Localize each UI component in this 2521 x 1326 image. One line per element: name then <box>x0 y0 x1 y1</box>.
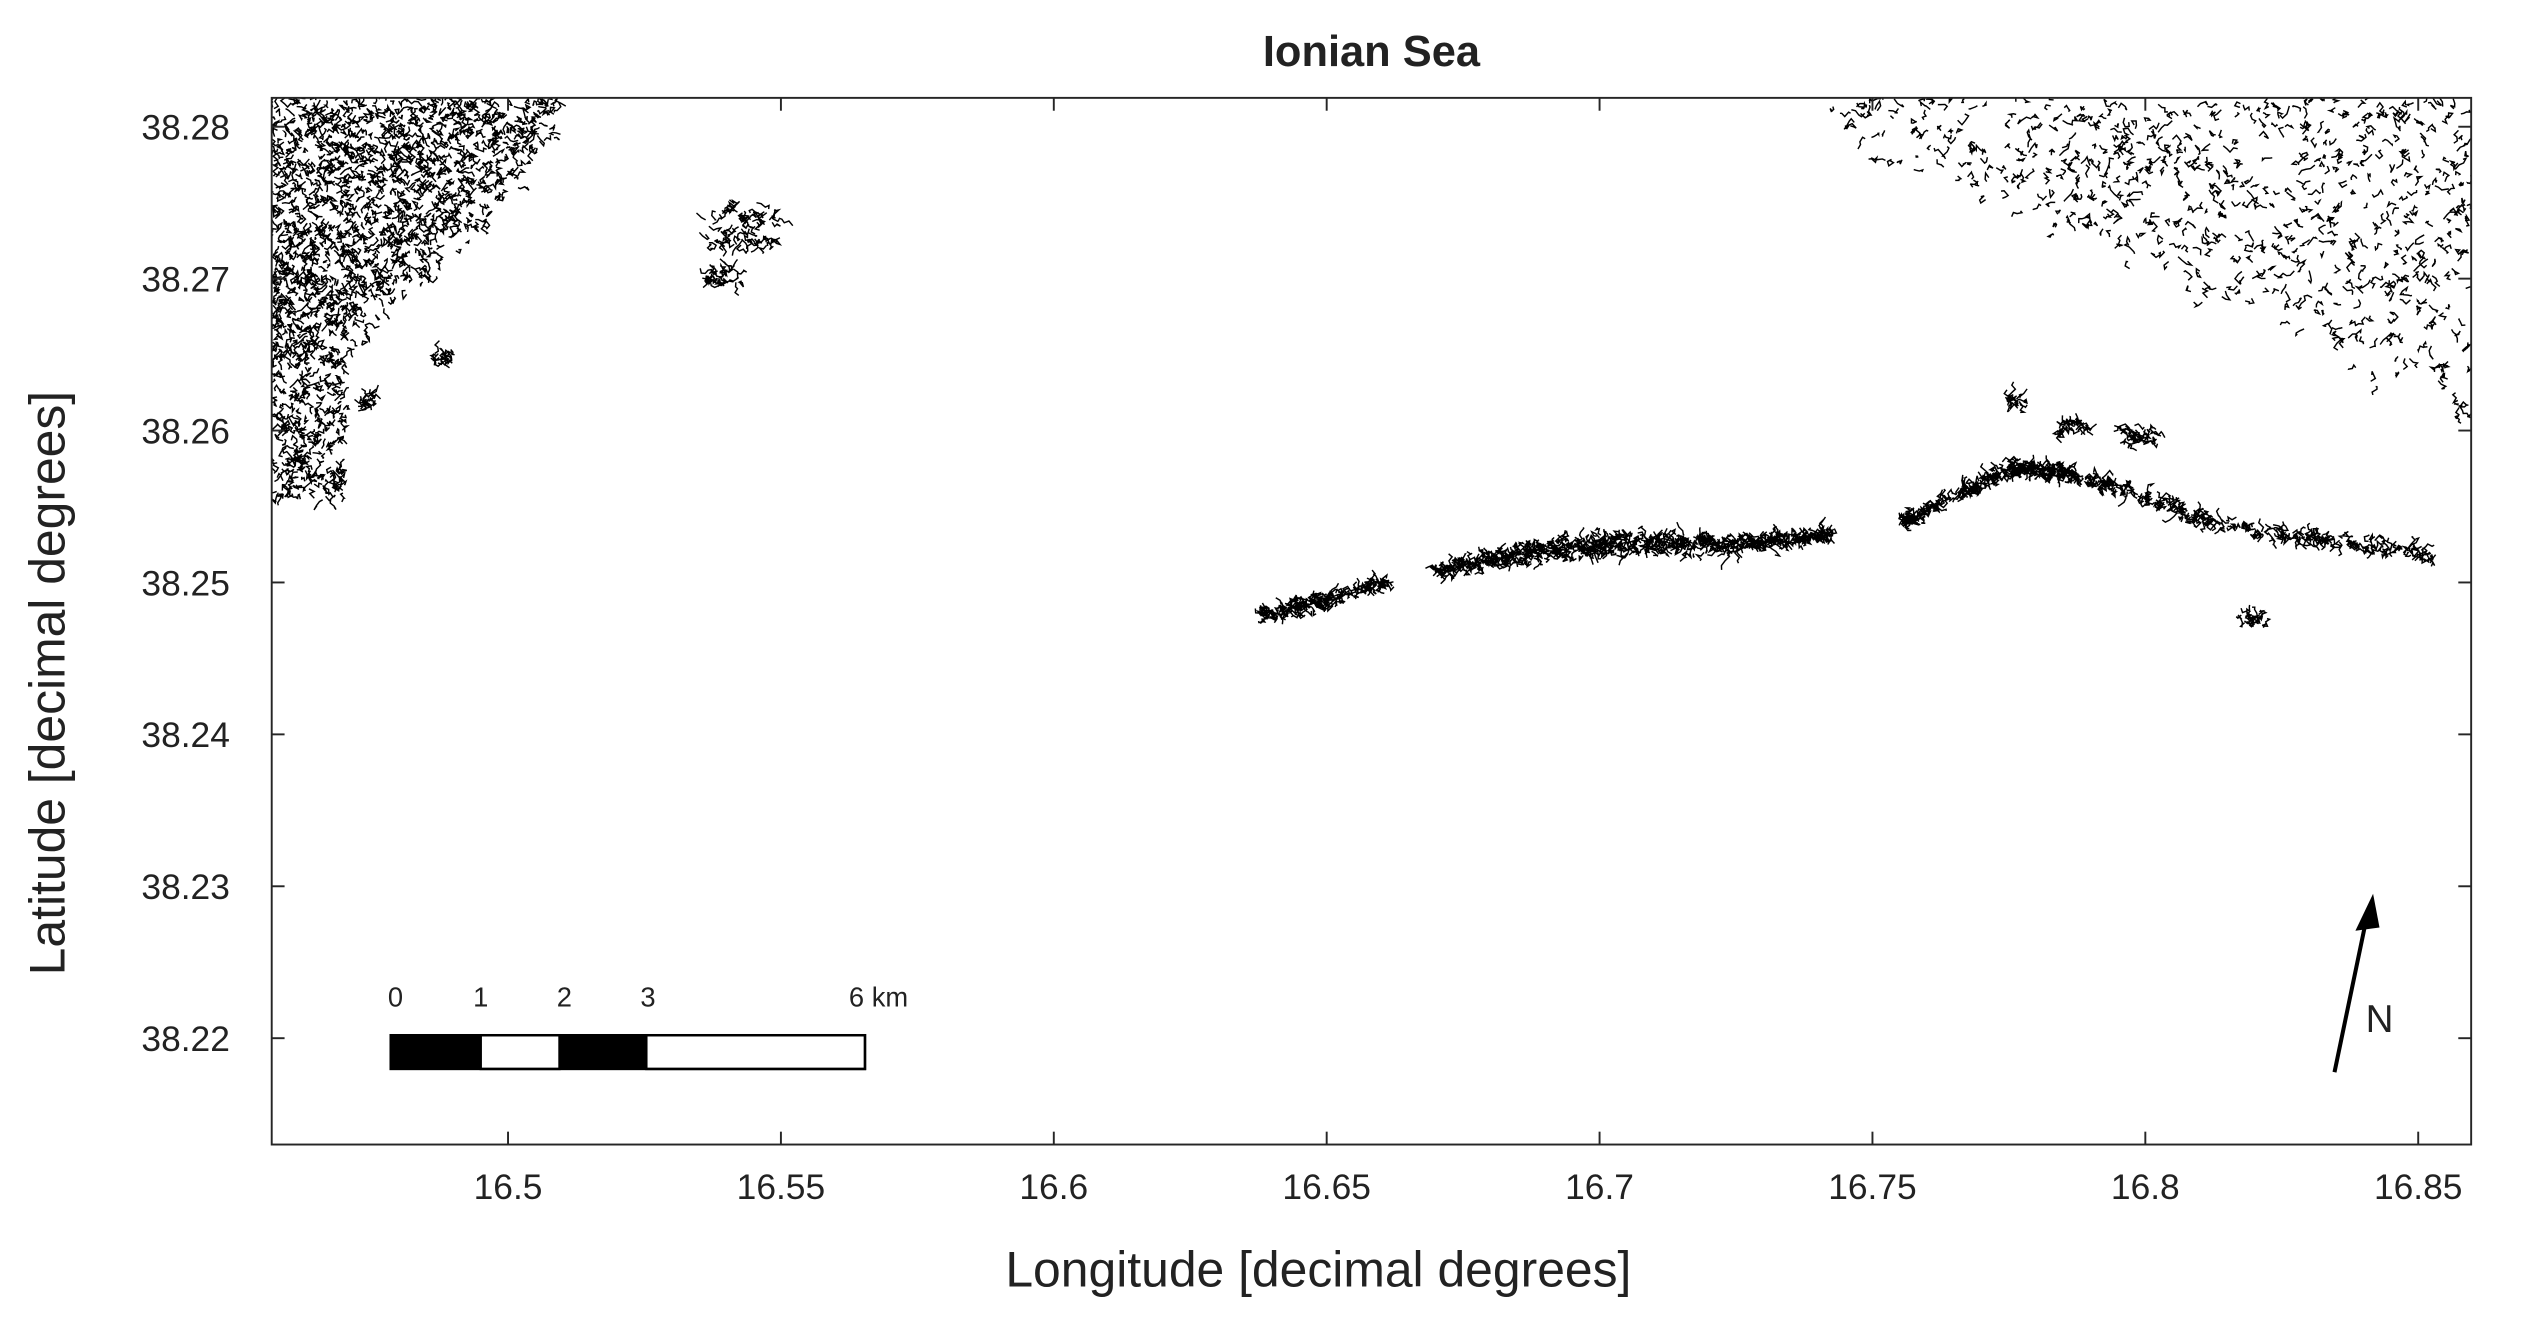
x-axis-label: Longitude [decimal degrees] <box>1005 1241 1631 1297</box>
x-tick-label: 16.7 <box>1565 1168 1634 1207</box>
slick-texture <box>2113 423 2166 452</box>
x-tick-label: 16.65 <box>1282 1168 1371 1207</box>
x-tick-label: 16.75 <box>1828 1168 1917 1207</box>
slick-texture <box>696 198 794 257</box>
slick-texture <box>271 346 355 511</box>
x-tick-label: 16.55 <box>737 1168 826 1207</box>
slick-texture <box>271 97 567 371</box>
x-tick-label: 16.6 <box>1019 1168 1088 1207</box>
scale-outline <box>389 1033 867 1071</box>
scale-label: 0 <box>388 981 403 1012</box>
scale-segment <box>559 1035 647 1069</box>
chart-title: Ionian Sea <box>1263 28 1481 76</box>
y-tick-label: 38.28 <box>141 109 230 148</box>
slick-texture <box>2003 381 2028 414</box>
y-tick-label: 38.24 <box>141 716 230 755</box>
scale-label: 6 km <box>849 981 908 1012</box>
scale-label: 3 <box>640 981 655 1012</box>
axes: 16.5 16.55 16.6 16.65 16.7 16.75 16.8 16.85 38.2… <box>141 97 2472 1207</box>
slick-texture <box>699 258 748 297</box>
y-tick-label: 38.27 <box>141 261 230 300</box>
slick-layer <box>271 97 2472 629</box>
x-tick-label: 16.85 <box>2374 1168 2463 1207</box>
y-tick-label: 38.23 <box>141 868 230 907</box>
slick-texture <box>1254 569 1395 625</box>
arrow-head <box>2355 893 2380 931</box>
slick-texture <box>1425 516 1838 585</box>
slick-texture <box>429 340 455 369</box>
scale-segment <box>645 1033 867 1071</box>
x-tick-label: 16.5 <box>474 1168 543 1207</box>
scale-segment <box>479 1033 561 1071</box>
scale-bar: 0 1 2 3 6 km <box>388 981 908 1071</box>
y-tick-label: 38.22 <box>141 1020 230 1059</box>
x-tick-label: 16.8 <box>2111 1168 2180 1207</box>
north-label: N <box>2366 998 2394 1041</box>
y-axis-label: Latitude [decimal degrees] <box>20 391 76 975</box>
plot-frame <box>270 96 2473 1146</box>
scale-label: 1 <box>473 981 488 1012</box>
scale-segment <box>390 1035 481 1069</box>
arrow-shaft <box>2332 909 2371 1073</box>
slick-texture <box>2235 604 2272 629</box>
slick-texture <box>354 384 382 412</box>
slick-texture <box>1898 454 2437 567</box>
scale-label: 2 <box>557 981 572 1012</box>
y-tick-label: 38.26 <box>141 412 230 451</box>
y-tick-label: 38.25 <box>141 564 230 603</box>
north-arrow: N <box>2332 893 2394 1073</box>
slick-texture <box>2051 413 2097 444</box>
slick-texture <box>1829 97 2472 424</box>
